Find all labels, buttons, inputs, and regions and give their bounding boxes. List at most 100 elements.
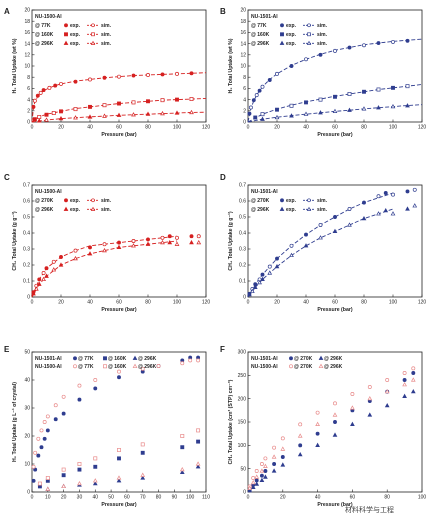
data-point xyxy=(383,207,389,213)
x-tick-label: 40 xyxy=(92,495,98,501)
legend-marker-sim xyxy=(306,206,312,211)
y-tick-label: 4 xyxy=(243,97,246,103)
legend-marker xyxy=(73,356,77,361)
data-point xyxy=(59,109,63,114)
legend-sim: sim. xyxy=(101,23,112,29)
data-point xyxy=(250,480,256,485)
x-axis-label: Pressure (bar) xyxy=(101,132,136,138)
y-tick-label: 8 xyxy=(243,75,246,81)
sim-line xyxy=(247,84,423,123)
data-point xyxy=(259,462,264,466)
y-tick-label: 0.5 xyxy=(23,215,30,221)
legend-temp: @ 296K xyxy=(324,364,343,370)
x-tick-label: 120 xyxy=(418,300,427,306)
series-77k xyxy=(31,71,207,123)
series-nu-1500-al-296k xyxy=(45,461,201,491)
data-point xyxy=(42,420,47,424)
legend-temp: @ 160K xyxy=(35,32,54,38)
legend-temp: @ 296K xyxy=(324,356,343,362)
legend: NU-1501-Al @ 270K exp. sim. @ 296K exp. sim. xyxy=(251,189,328,213)
x-tick-label: 60 xyxy=(116,300,122,306)
y-tick-label: 14 xyxy=(24,41,30,47)
y-tick-label: 300 xyxy=(238,350,247,356)
data-point xyxy=(347,45,352,50)
data-point xyxy=(160,72,165,77)
series-160k xyxy=(247,84,423,123)
data-point xyxy=(280,436,285,441)
data-point xyxy=(267,264,272,269)
data-point xyxy=(402,371,407,375)
data-point xyxy=(332,228,338,234)
x-tick-label: 20 xyxy=(274,125,280,131)
x-tick-label: 20 xyxy=(58,300,64,306)
series-296k xyxy=(247,203,418,298)
legend-sim: sim. xyxy=(317,23,328,29)
data-point xyxy=(280,446,286,451)
data-point xyxy=(251,98,256,103)
y-tick-label: 18 xyxy=(24,19,30,25)
y-tick-label: 2 xyxy=(243,109,246,115)
x-tick-label: 80 xyxy=(145,125,151,131)
legend-marker-exp xyxy=(64,23,68,28)
x-tick-label: 60 xyxy=(350,495,356,501)
data-point xyxy=(51,267,57,272)
legend-marker-exp xyxy=(64,198,68,203)
legend-temp: @ 77K xyxy=(78,364,94,370)
data-point xyxy=(298,443,303,448)
legend-marker-sim xyxy=(91,198,95,203)
series-nu-1500-al-270k xyxy=(247,366,416,489)
data-point xyxy=(77,467,82,472)
legend: NU-1501-Al @ 77K @ 160K @ 296K NU-1500-Al @ 7… xyxy=(35,355,157,370)
chart-panels: A0 20 40 60 80 100 12002468101214161820Pressur… xyxy=(4,7,426,508)
legend-marker-exp xyxy=(279,40,285,45)
data-point xyxy=(391,85,395,90)
data-point xyxy=(280,462,286,467)
data-point xyxy=(260,112,265,117)
plot-frame xyxy=(247,184,423,298)
data-point xyxy=(73,79,78,84)
data-point xyxy=(131,243,136,248)
legend-temp: @ 296K xyxy=(138,356,157,362)
data-point xyxy=(333,420,337,424)
data-point xyxy=(36,118,42,123)
data-point xyxy=(362,200,366,205)
x-tick-label: 40 xyxy=(303,125,309,131)
data-point xyxy=(35,93,40,98)
legend-exp: exp. xyxy=(70,32,81,38)
data-point xyxy=(259,477,265,482)
data-point xyxy=(44,273,49,278)
data-point xyxy=(411,366,416,371)
legend-exp: exp. xyxy=(286,198,297,204)
data-point xyxy=(280,455,285,459)
data-point xyxy=(247,111,252,116)
data-point xyxy=(175,71,179,76)
series-296k xyxy=(31,239,202,298)
series-nu-1501-al-296k xyxy=(45,464,201,491)
data-point xyxy=(77,383,82,388)
y-tick-label: 50 xyxy=(24,350,30,356)
data-point xyxy=(175,97,179,102)
data-point xyxy=(93,386,98,391)
legend-exp: exp. xyxy=(70,23,81,29)
data-point xyxy=(361,106,367,111)
x-tick-label: 20 xyxy=(280,495,286,501)
data-point xyxy=(412,187,417,192)
data-point xyxy=(140,442,145,447)
legend-temp: @ 296K xyxy=(251,41,270,47)
x-tick-label: 0 xyxy=(31,495,34,501)
chart-panel-a: A 0 20 40 60 80 100 120 0 2 4 6 8 10 12 14 16 18 20 Pressur… xyxy=(4,7,210,138)
sim-line xyxy=(247,104,423,123)
legend-marker-sim xyxy=(306,40,312,45)
data-point xyxy=(189,97,194,101)
y-tick-label: 2 xyxy=(27,109,30,115)
data-point xyxy=(376,41,381,45)
sim-line xyxy=(31,98,207,123)
data-point xyxy=(250,484,256,489)
data-point xyxy=(59,255,63,259)
legend-temp: @ 270K xyxy=(35,198,54,204)
legend-marker-sim xyxy=(307,198,311,203)
legend-sim: sim. xyxy=(101,198,112,204)
legend-marker-sim xyxy=(91,32,95,37)
y-tick-label: 14 xyxy=(240,41,246,47)
data-point xyxy=(412,203,418,208)
